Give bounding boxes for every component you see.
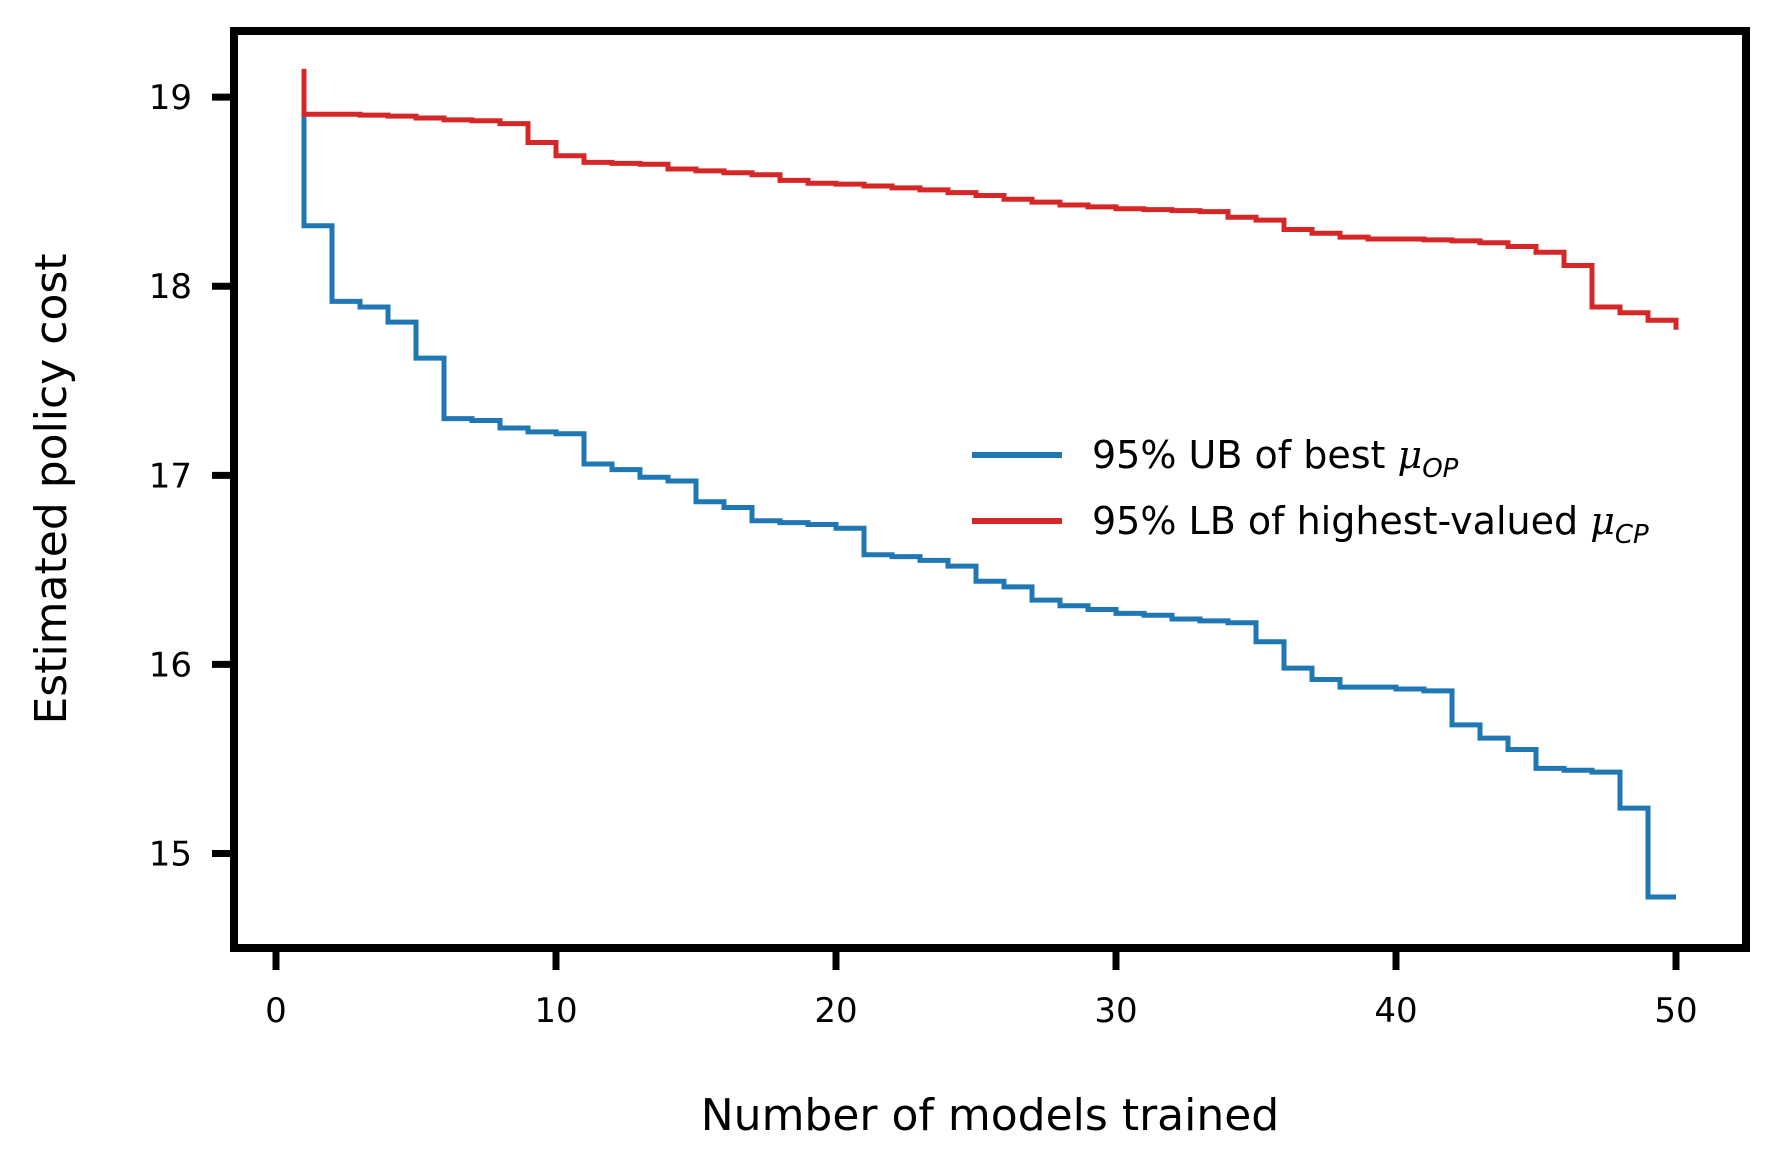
legend-label-lb: 95% LB of highest-valued μCP: [1092, 499, 1649, 550]
x-tick-label: 10: [534, 991, 577, 1031]
y-tick-label: 15: [149, 834, 192, 874]
legend-label-lb-text: 95% LB of highest-valued: [1092, 499, 1590, 543]
plot-frame: [230, 27, 1750, 952]
x-axis-title: Number of models trained: [701, 1090, 1279, 1141]
x-axis: 0 10 20 30 40 50: [265, 952, 1698, 1031]
legend: 95% UB of best μOP 95% LB of highest-val…: [972, 433, 1649, 550]
y-axis-title: Estimated policy cost: [26, 253, 77, 724]
y-tick-label: 19: [149, 78, 192, 118]
legend-label-lb-mu: μ: [1590, 499, 1615, 543]
x-tick-label: 0: [265, 991, 287, 1031]
legend-label-ub: 95% UB of best μOP: [1092, 433, 1459, 484]
x-tick-label: 40: [1374, 991, 1417, 1031]
legend-label-lb-sub: CP: [1615, 520, 1649, 550]
series-line-lb-highest-cp: [301, 68, 1679, 330]
legend-label-ub-text: 95% UB of best: [1092, 433, 1397, 477]
x-tick-label: 30: [1094, 991, 1137, 1031]
y-tick-label: 17: [149, 456, 192, 496]
series-layer: [301, 68, 1679, 900]
x-tick-label: 50: [1654, 991, 1697, 1031]
y-axis: 15 16 17 18 19: [149, 78, 230, 874]
x-tick-label: 20: [814, 991, 857, 1031]
series-line-ub-best-op: [301, 112, 1676, 900]
legend-label-ub-sub: OP: [1422, 454, 1458, 484]
legend-label-ub-mu: μ: [1397, 433, 1422, 477]
y-tick-label: 16: [149, 645, 192, 685]
y-tick-label: 18: [149, 267, 192, 307]
